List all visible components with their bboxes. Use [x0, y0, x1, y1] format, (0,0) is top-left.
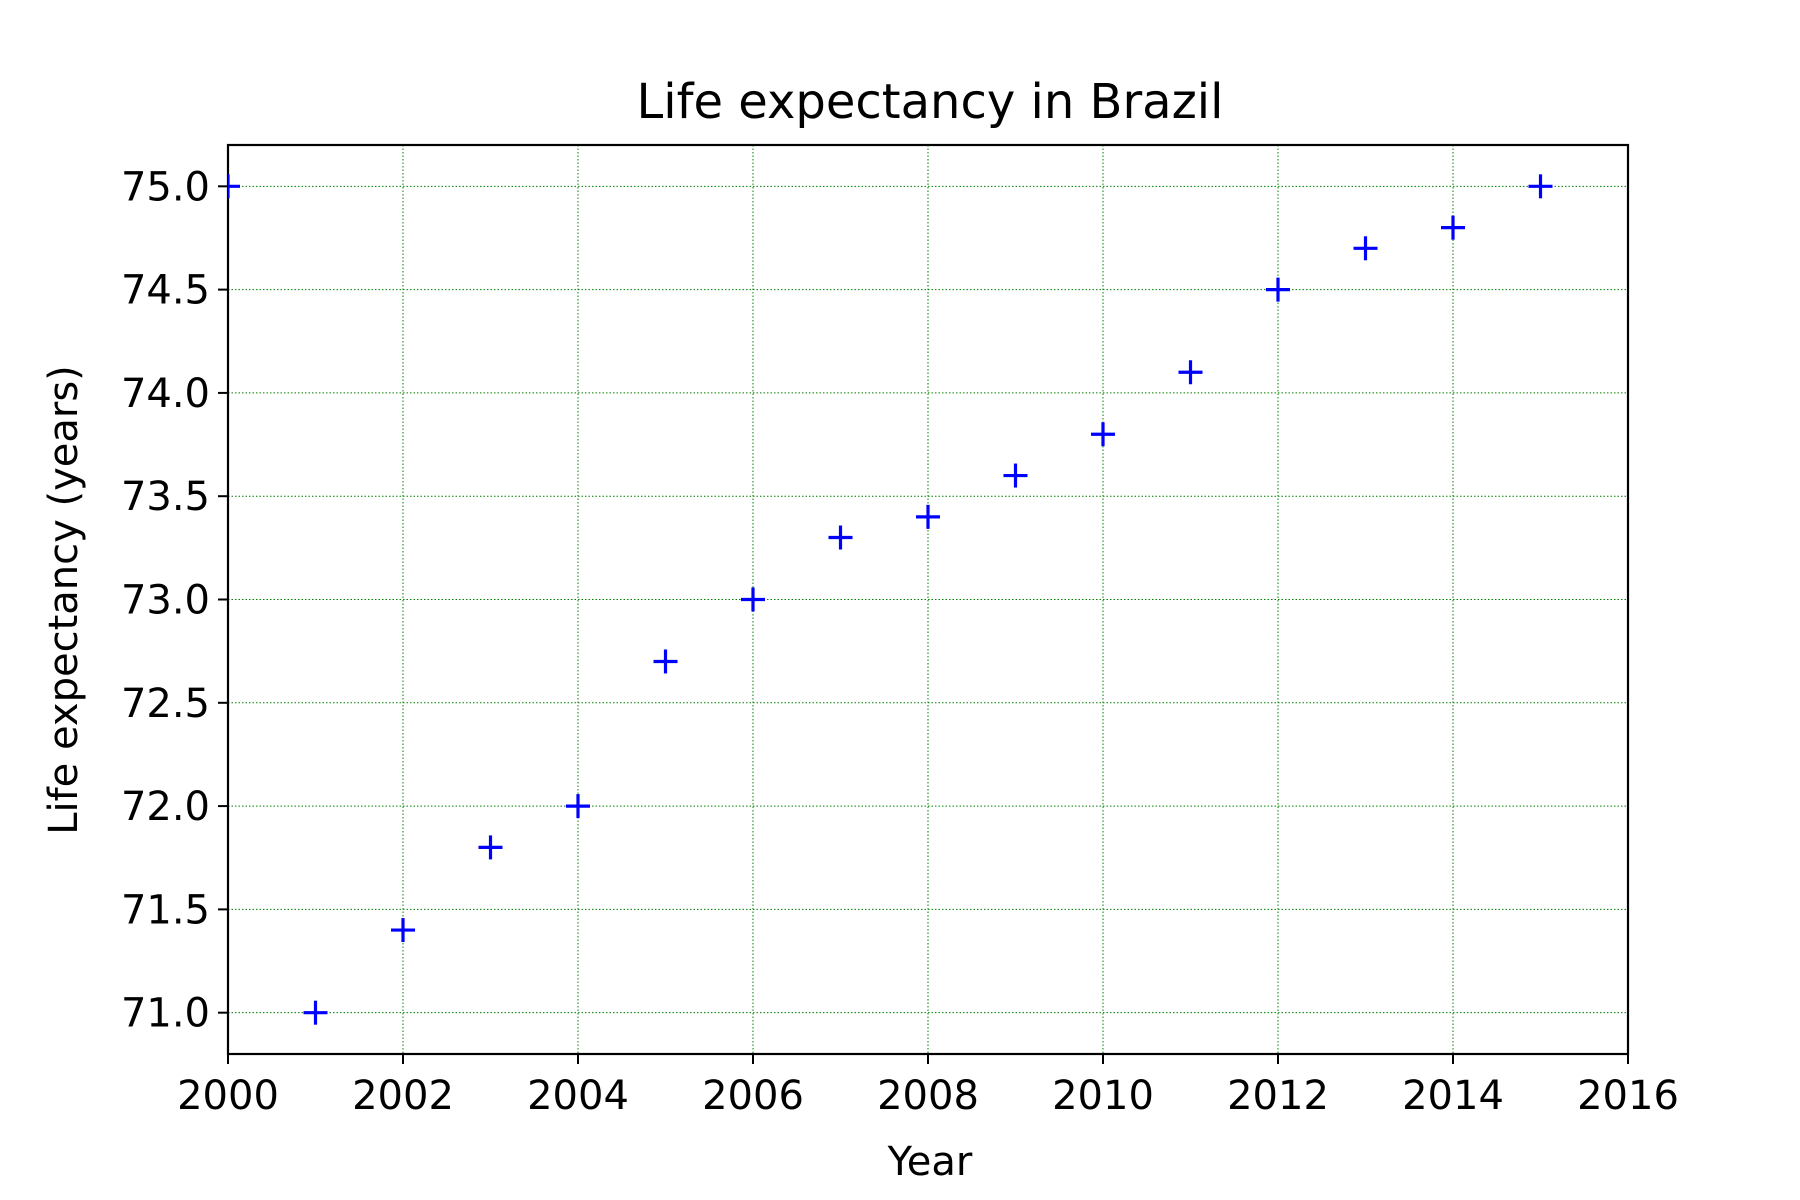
x-axis-title: Year	[887, 1139, 973, 1185]
data-point	[566, 794, 590, 819]
y-tick-label: 73.5	[121, 474, 210, 520]
x-tick-label: 2002	[352, 1073, 454, 1119]
grid-lines	[227, 145, 1629, 1054]
x-tick-label: 2004	[527, 1073, 629, 1119]
y-tick-label: 73.0	[121, 578, 210, 624]
y-tick-label: 71.0	[121, 991, 210, 1037]
data-point	[303, 1000, 328, 1025]
y-tick-label: 75.0	[121, 164, 210, 210]
x-tick-label: 2016	[1577, 1073, 1679, 1119]
data-point	[1091, 422, 1115, 447]
x-tick-label: 2006	[702, 1073, 804, 1119]
data-point	[1528, 174, 1553, 199]
data-point	[741, 587, 765, 612]
data-point	[228, 174, 240, 199]
chart-title: Life expectancy in Brazil	[637, 74, 1224, 130]
data-point	[478, 835, 503, 860]
y-tick-label: 71.5	[121, 887, 210, 933]
y-tick-label: 74.5	[121, 268, 210, 314]
data-point	[1178, 360, 1203, 385]
data-point	[391, 918, 415, 943]
data-point	[916, 504, 940, 529]
tick-labels: 2000 2002 2004 2006 2008 2010 2012 2014 2016 71.0…	[121, 164, 1679, 1119]
y-axis-title: Life expectancy (years)	[41, 365, 87, 835]
data-point	[653, 649, 678, 674]
y-tick-label: 72.5	[121, 681, 210, 727]
data-point	[1353, 236, 1378, 261]
data-point	[1441, 215, 1465, 240]
x-tick-label: 2000	[177, 1073, 279, 1119]
data-point	[828, 525, 853, 550]
data-points	[228, 174, 1553, 1025]
x-tick-label: 2014	[1402, 1073, 1504, 1119]
x-tick-label: 2012	[1227, 1073, 1329, 1119]
x-tick-label: 2010	[1052, 1073, 1154, 1119]
y-tick-label: 74.0	[121, 371, 210, 417]
axes	[218, 143, 1630, 1064]
data-point	[1003, 463, 1028, 488]
x-tick-label: 2008	[877, 1073, 979, 1119]
data-point	[1266, 277, 1290, 302]
y-tick-label: 72.0	[121, 784, 210, 830]
